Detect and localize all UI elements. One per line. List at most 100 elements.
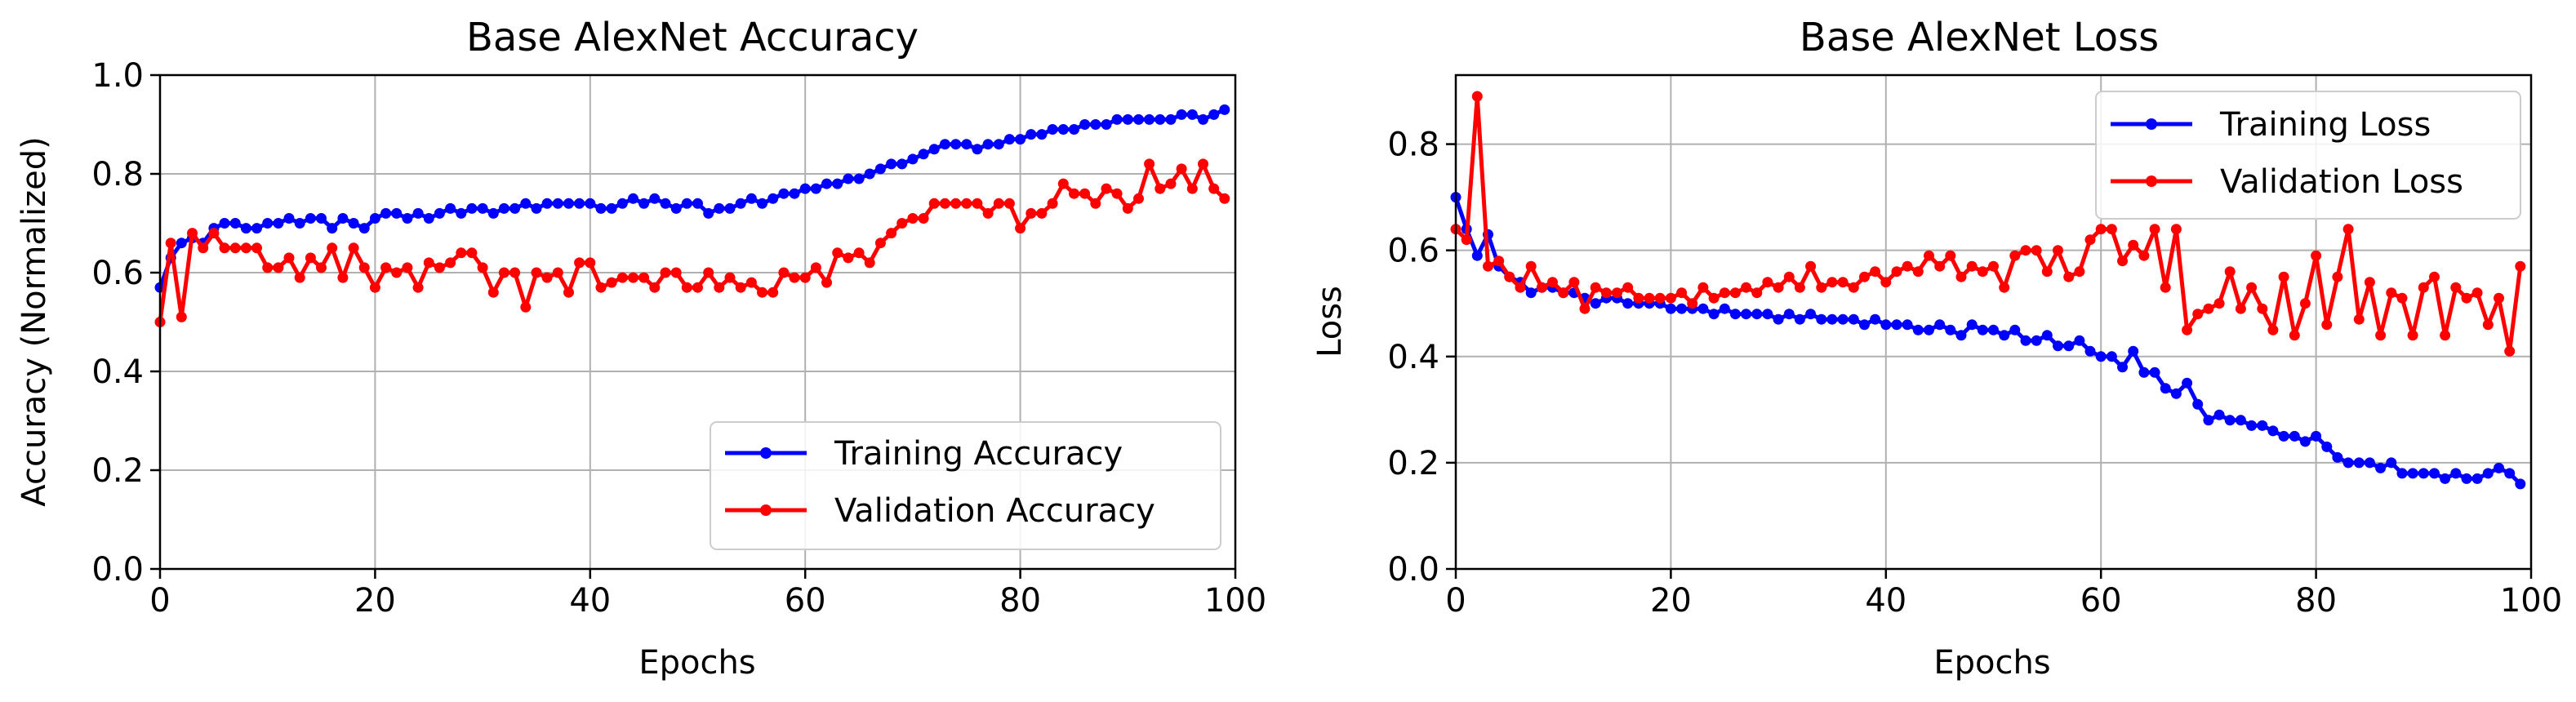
accuracy-y-tick-label: 0.8 [91, 156, 144, 193]
validation-accuracy-point [832, 247, 843, 259]
training-accuracy-point [681, 198, 692, 209]
training-loss-point [1924, 324, 1934, 335]
loss-y-tick-label: 0.4 [1387, 339, 1439, 376]
validation-loss-point [1708, 292, 1720, 304]
validation-accuracy-point [789, 272, 800, 283]
training-accuracy-point [1101, 119, 1112, 130]
training-accuracy-point [1036, 129, 1048, 140]
training-accuracy-point [1090, 119, 1101, 130]
validation-accuracy-point [1219, 193, 1230, 204]
validation-accuracy-point [982, 207, 994, 219]
training-accuracy-point [380, 207, 392, 219]
training-accuracy-point [993, 139, 1004, 150]
validation-loss-point [2342, 224, 2354, 235]
training-accuracy-point [348, 218, 359, 229]
training-loss-point [1762, 309, 1773, 320]
training-loss-point [1697, 303, 1709, 314]
validation-accuracy-point [498, 267, 509, 278]
validation-loss-point [1741, 282, 1752, 293]
training-loss-point [1837, 313, 1849, 325]
training-loss-point [2375, 462, 2387, 473]
accuracy-x-tick-label: 40 [569, 582, 611, 620]
training-accuracy-point [294, 218, 305, 229]
validation-loss-point [1590, 282, 1601, 293]
training-accuracy-point [1003, 134, 1015, 145]
training-loss-point [1665, 303, 1676, 314]
validation-accuracy-point [681, 282, 692, 293]
training-loss-point [2031, 335, 2042, 346]
validation-accuracy-point [208, 228, 220, 239]
training-accuracy-point [918, 149, 929, 160]
training-accuracy-point [520, 198, 532, 209]
validation-loss-point [2160, 282, 2171, 293]
validation-accuracy-point [531, 267, 542, 278]
loss-x-axis-label: Epochs [1933, 644, 2050, 682]
validation-accuracy-point [541, 272, 553, 283]
training-accuracy-point [434, 207, 445, 219]
validation-loss-point [2429, 271, 2440, 282]
training-accuracy-point [660, 198, 671, 209]
validation-accuracy-point [229, 242, 241, 254]
training-accuracy-point [466, 202, 478, 214]
validation-accuracy-point [487, 287, 499, 298]
validation-accuracy-point [1165, 178, 1177, 189]
validation-accuracy-line [158, 162, 1226, 322]
training-accuracy-point [1057, 124, 1069, 135]
validation-accuracy-point [1198, 158, 1208, 170]
validation-loss-point [1762, 277, 1773, 288]
training-accuracy-point [1079, 119, 1091, 130]
training-accuracy-point [972, 144, 983, 155]
accuracy-y-tick-label: 0.2 [91, 452, 144, 490]
validation-accuracy-point [1015, 223, 1026, 234]
training-accuracy-point [821, 178, 832, 189]
validation-accuracy-point [456, 247, 467, 259]
training-accuracy-point [251, 223, 262, 234]
training-loss-point [2235, 415, 2246, 426]
validation-accuracy-point [928, 198, 940, 209]
validation-loss-point [1945, 250, 1956, 261]
training-loss-point [2267, 425, 2279, 437]
accuracy-legend-box [710, 421, 1221, 550]
training-loss-point [1805, 309, 1817, 320]
validation-loss-point [2494, 292, 2504, 304]
validation-loss-point [1676, 287, 1688, 299]
training-accuracy-point [327, 223, 338, 234]
legend-training-loss-marker [2146, 118, 2157, 130]
training-accuracy-point [1026, 129, 1037, 140]
validation-loss-point [2020, 245, 2031, 256]
training-accuracy-point [456, 207, 467, 219]
training-loss-point [1741, 309, 1752, 320]
training-loss-point [2482, 468, 2494, 479]
training-loss-point [2106, 351, 2117, 362]
validation-loss-point [2074, 266, 2085, 278]
validation-loss-point [2128, 239, 2139, 251]
loss-x-tick-label: 60 [2080, 582, 2122, 620]
loss-chart-title: Base AlexNet Loss [1800, 15, 2159, 60]
validation-loss-point [2235, 303, 2246, 314]
training-loss-point [1934, 319, 1946, 331]
training-loss-point [2332, 451, 2343, 463]
validation-accuracy-point [574, 257, 585, 269]
validation-accuracy-point [327, 242, 338, 254]
training-accuracy-point [1186, 109, 1198, 120]
training-loss-point [2246, 420, 2258, 431]
training-accuracy-point [445, 202, 456, 214]
validation-accuracy-point [616, 272, 628, 283]
training-loss-point [2160, 383, 2171, 394]
loss-ticks: 0 20 40 60 80 100 0.0 0.2 0.4 0.6 0.8 [1387, 127, 2562, 620]
training-accuracy-point [616, 198, 628, 209]
training-accuracy-point [1047, 124, 1058, 135]
validation-accuracy-point [391, 267, 403, 278]
validation-accuracy-point [843, 252, 854, 264]
training-accuracy-point [649, 193, 661, 204]
training-loss-point [1773, 313, 1784, 325]
validation-loss-point [1579, 303, 1591, 314]
loss-chart: Base AlexNet Loss 0 20 40 60 80 1000.00.20.40… [1311, 15, 2562, 682]
training-accuracy-point [1015, 134, 1026, 145]
validation-accuracy-point [262, 262, 274, 273]
validation-accuracy-point [1208, 183, 1220, 194]
training-accuracy-point [1122, 113, 1133, 125]
validation-loss-point [2213, 298, 2225, 309]
training-accuracy-point [240, 223, 251, 234]
training-accuracy-point [487, 207, 499, 219]
